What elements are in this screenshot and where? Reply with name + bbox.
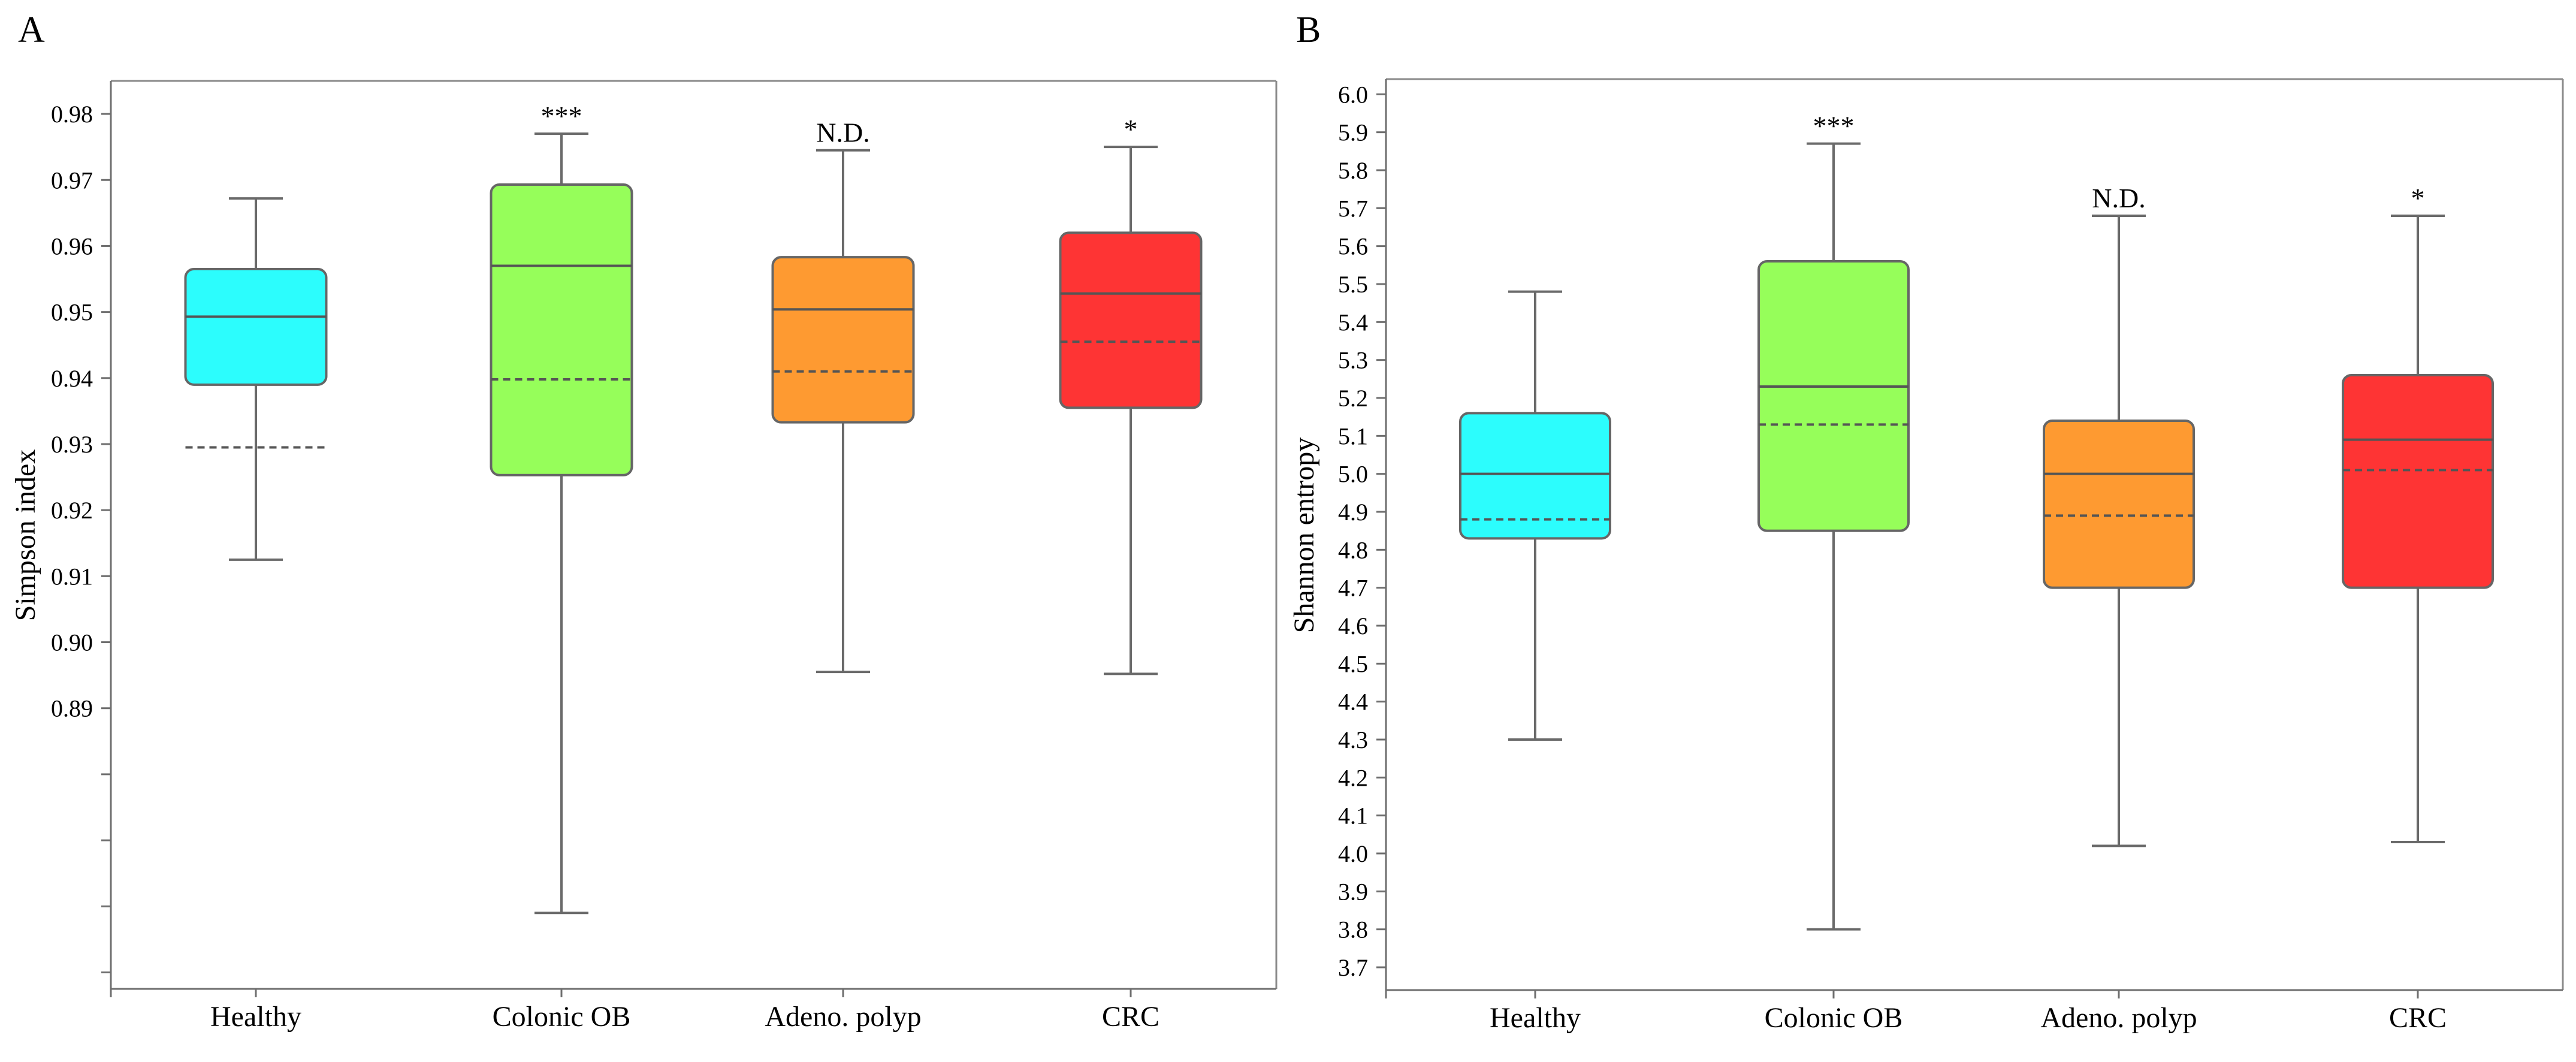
- y-tick-label: 3.7: [1338, 954, 1368, 981]
- x-tick-label: CRC: [1102, 1001, 1159, 1033]
- y-tick-label: 4.0: [1338, 840, 1368, 867]
- y-tick-label: 0.90: [51, 629, 93, 656]
- y-tick-label: 5.6: [1338, 233, 1368, 260]
- y-tick-label: 5.3: [1338, 347, 1368, 374]
- y-tick-label: 5.8: [1338, 157, 1368, 184]
- significance-label: *: [2411, 183, 2425, 213]
- y-tick-label: 4.6: [1338, 613, 1368, 639]
- x-tick-label: Adeno. polyp: [765, 1001, 921, 1033]
- y-tick-label: 0.96: [51, 233, 93, 260]
- y-tick-label: 0.95: [51, 299, 93, 326]
- panel-b-shannon: B 6.0 5.9 5.8 5.7 5.6 5.5 5.4 5.3 5.2 5.1 5.0 4.9 4.8…: [1288, 10, 2564, 1034]
- iqr-box: [1757, 260, 1910, 532]
- iqr-box: [2043, 420, 2195, 589]
- significance-label: *: [1124, 114, 1138, 144]
- y-tick-label: 5.9: [1338, 119, 1368, 146]
- y-axis-title: Shannon entropy: [1288, 438, 1320, 633]
- y-tick-label: 5.1: [1338, 423, 1368, 449]
- y-tick-label: 4.2: [1338, 764, 1368, 791]
- y-axis-title: Simpson index: [10, 449, 41, 621]
- y-tick-label: 3.8: [1338, 916, 1368, 943]
- y-tick-label: 4.5: [1338, 650, 1368, 677]
- y-tick-label: 5.2: [1338, 385, 1368, 412]
- significance-label: ***: [541, 101, 582, 131]
- y-tick-label: 0.94: [51, 365, 93, 392]
- y-tick-label: 5.4: [1338, 309, 1368, 336]
- iqr-box: [184, 268, 328, 386]
- iqr-box: [1459, 412, 1611, 540]
- y-tick-label: 5.5: [1338, 271, 1368, 298]
- panel-label: A: [18, 10, 45, 50]
- y-tick-label: 0.91: [51, 563, 93, 590]
- y-tick-label: 4.7: [1338, 575, 1368, 602]
- panel-a-simpson: A 0.98 0.97 0.96 0.95 0.94 0.93 0.92 0.91 0.90 0.8…: [10, 10, 1278, 1033]
- x-tick-label: Adeno. polyp: [2040, 1002, 2197, 1034]
- y-tick-label: 5.7: [1338, 195, 1368, 222]
- x-tick-label: Colonic OB: [493, 1001, 631, 1033]
- y-tick-label: 0.93: [51, 431, 93, 458]
- panel-label: B: [1296, 10, 1321, 50]
- y-tick-label: 4.9: [1338, 499, 1368, 526]
- significance-label: N.D.: [816, 117, 869, 148]
- x-tick-label: Healthy: [1490, 1002, 1581, 1034]
- y-tick-label: 4.1: [1338, 802, 1368, 829]
- significance-label: N.D.: [2092, 183, 2145, 213]
- iqr-box: [1059, 231, 1203, 409]
- y-tick-label: 0.97: [51, 167, 93, 194]
- y-tick-label: 0.89: [51, 695, 93, 722]
- iqr-box: [2342, 374, 2494, 589]
- y-tick-label: 4.8: [1338, 536, 1368, 563]
- y-tick-label: 3.9: [1338, 878, 1368, 905]
- y-tick-label: 4.4: [1338, 689, 1368, 716]
- x-tick-label: CRC: [2389, 1002, 2447, 1034]
- y-tick-label: 5.0: [1338, 461, 1368, 488]
- iqr-box: [771, 256, 915, 424]
- y-tick-label: 6.0: [1338, 81, 1368, 108]
- x-tick-label: Colonic OB: [1765, 1002, 1903, 1034]
- x-tick-label: Healthy: [210, 1001, 301, 1033]
- y-tick-label: 4.3: [1338, 726, 1368, 753]
- iqr-box: [490, 183, 633, 476]
- significance-label: ***: [1813, 111, 1855, 141]
- y-tick-label: 0.92: [51, 497, 93, 524]
- y-tick-label: 0.98: [51, 101, 93, 128]
